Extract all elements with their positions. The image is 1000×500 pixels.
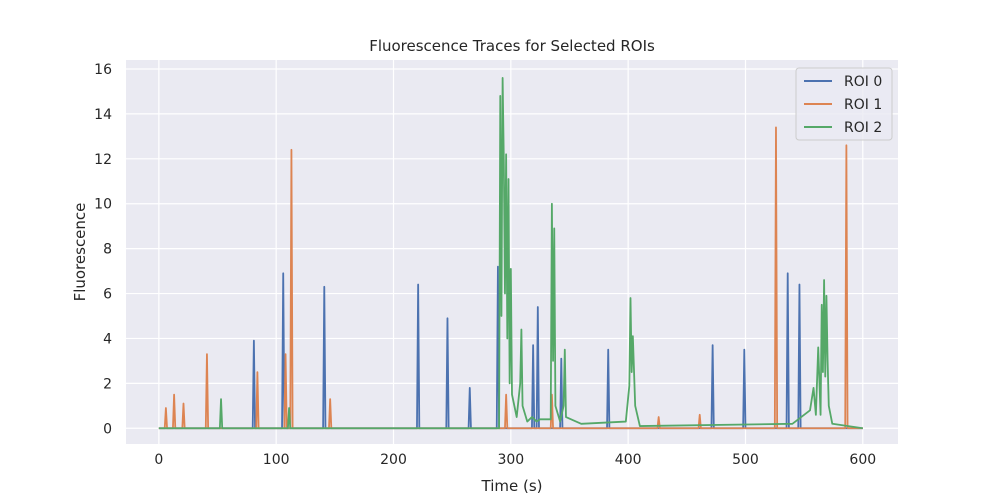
legend-label: ROI 0 — [844, 74, 882, 90]
legend-label: ROI 1 — [844, 97, 882, 113]
chart-title: Fluorescence Traces for Selected ROIs — [369, 37, 655, 55]
y-tick-label: 10 — [94, 197, 112, 213]
y-tick-label: 12 — [94, 152, 112, 168]
x-tick-label: 200 — [380, 452, 407, 468]
y-axis-label: Fluorescence — [71, 203, 89, 302]
x-tick-label: 600 — [849, 452, 876, 468]
x-axis-label: Time (s) — [481, 477, 543, 495]
x-tick-label: 500 — [732, 452, 759, 468]
series-line-roi-2 — [158, 77, 863, 430]
y-tick-label: 2 — [103, 376, 112, 392]
series-layer — [158, 77, 863, 430]
legend: ROI 0 ROI 1 ROI 2 — [795, 67, 893, 141]
x-tick-label: 100 — [263, 452, 290, 468]
y-tick-label: 8 — [103, 242, 112, 258]
legend-box — [795, 67, 893, 141]
legend-label: ROI 2 — [844, 120, 882, 136]
tick-labels: 0 100 200 300 400 500 600 0 2 4 6 8 10 12 14 16 — [94, 62, 876, 468]
x-tick-label: 400 — [615, 452, 642, 468]
y-tick-label: 4 — [103, 331, 112, 347]
y-tick-label: 16 — [94, 62, 112, 78]
series-line-roi-0 — [158, 265, 863, 430]
x-tick-label: 0 — [154, 452, 163, 468]
y-tick-label: 14 — [94, 107, 112, 123]
x-tick-label: 300 — [497, 452, 524, 468]
y-tick-label: 0 — [103, 421, 112, 437]
y-tick-label: 6 — [103, 287, 112, 303]
